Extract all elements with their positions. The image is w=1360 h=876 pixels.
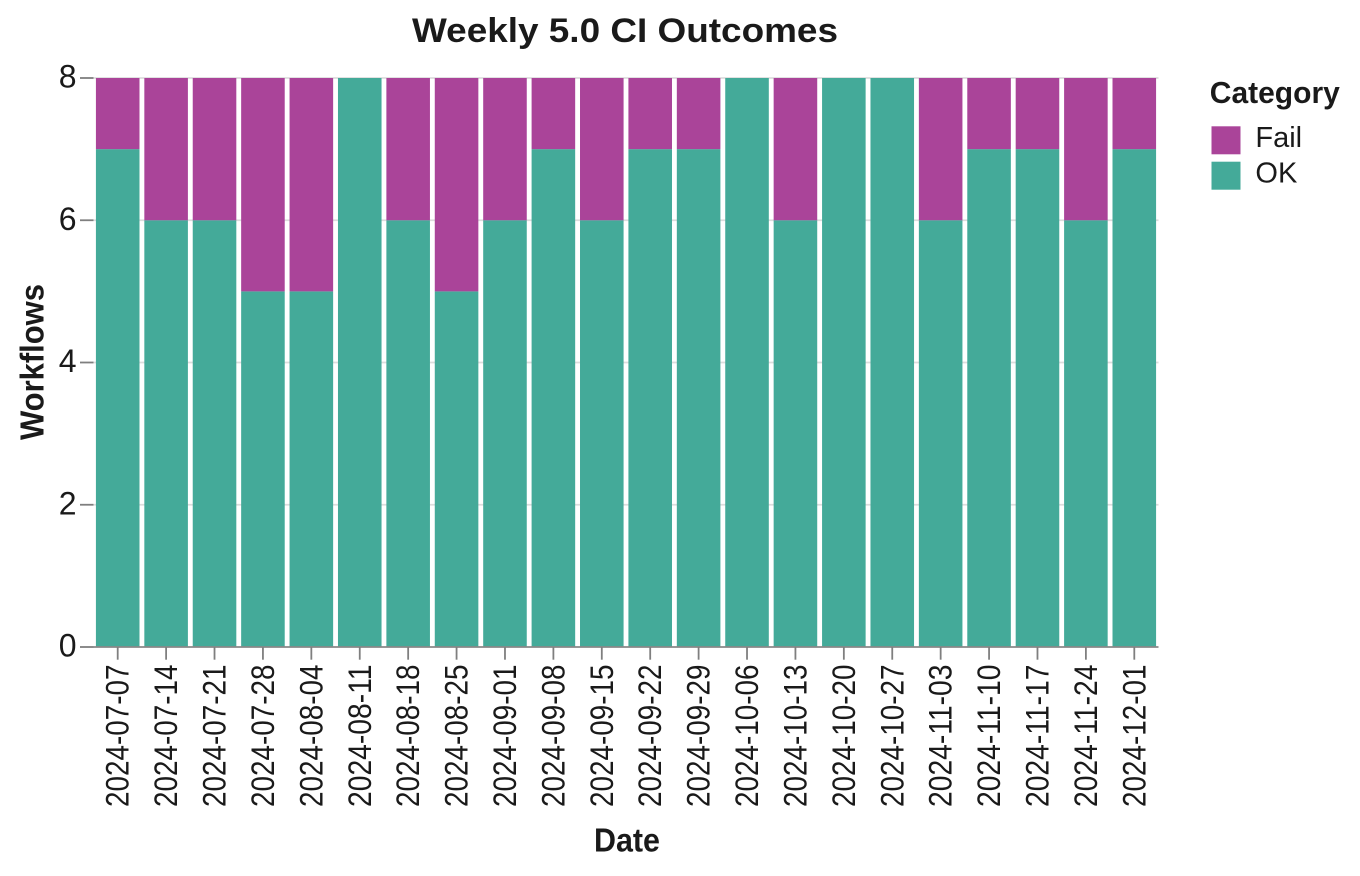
- svg-text:2024-08-25: 2024-08-25: [439, 665, 475, 808]
- svg-text:2024-10-20: 2024-10-20: [826, 665, 862, 808]
- svg-text:2024-10-27: 2024-10-27: [874, 665, 910, 808]
- svg-text:2024-08-04: 2024-08-04: [293, 665, 329, 808]
- svg-text:2024-07-21: 2024-07-21: [197, 665, 233, 808]
- svg-text:2024-09-01: 2024-09-01: [487, 665, 523, 808]
- svg-text:Workflows: Workflows: [14, 284, 51, 440]
- svg-text:Date: Date: [594, 822, 660, 859]
- svg-text:0: 0: [59, 628, 77, 664]
- svg-text:2024-07-28: 2024-07-28: [245, 665, 281, 808]
- svg-text:Weekly 5.0 CI Outcomes: Weekly 5.0 CI Outcomes: [412, 12, 838, 50]
- svg-text:2024-09-15: 2024-09-15: [584, 665, 620, 808]
- svg-text:2024-07-14: 2024-07-14: [148, 665, 184, 808]
- svg-text:4: 4: [59, 343, 77, 379]
- svg-text:8: 8: [59, 59, 77, 95]
- svg-text:2024-11-03: 2024-11-03: [923, 664, 959, 807]
- svg-text:2024-12-01: 2024-12-01: [1116, 665, 1152, 808]
- svg-text:2024-09-22: 2024-09-22: [632, 665, 668, 808]
- svg-text:Category: Category: [1210, 75, 1341, 110]
- svg-text:2024-10-13: 2024-10-13: [777, 665, 813, 808]
- svg-text:2024-08-11: 2024-08-11: [342, 665, 378, 808]
- svg-text:6: 6: [59, 201, 77, 237]
- svg-text:2024-09-08: 2024-09-08: [535, 665, 571, 808]
- svg-text:2024-09-29: 2024-09-29: [681, 665, 717, 808]
- svg-text:2024-11-10: 2024-11-10: [971, 665, 1007, 808]
- svg-text:2024-11-24: 2024-11-24: [1068, 665, 1104, 808]
- svg-text:2024-10-06: 2024-10-06: [729, 665, 765, 808]
- svg-text:2024-11-17: 2024-11-17: [1019, 665, 1055, 808]
- svg-text:2024-08-18: 2024-08-18: [390, 665, 426, 808]
- svg-text:Fail: Fail: [1255, 122, 1302, 154]
- svg-text:2: 2: [59, 485, 77, 521]
- svg-text:2024-07-07: 2024-07-07: [100, 665, 136, 808]
- svg-text:OK: OK: [1255, 158, 1298, 190]
